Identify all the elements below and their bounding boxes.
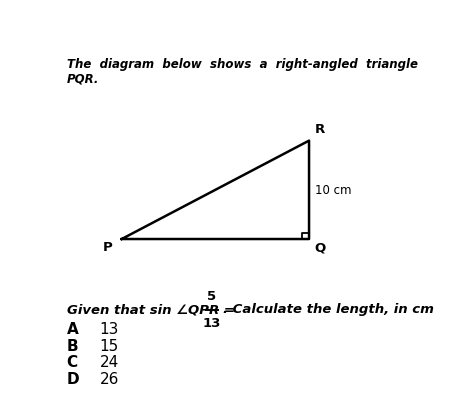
Text: 10 cm: 10 cm [315, 184, 351, 197]
Text: B: B [66, 339, 78, 354]
Text: P: P [103, 241, 112, 254]
Text: A: A [66, 322, 78, 337]
Text: 13: 13 [100, 322, 119, 337]
Text: 15: 15 [100, 339, 119, 354]
Text: Q: Q [315, 241, 326, 254]
Text: R: R [315, 123, 325, 136]
Text: 26: 26 [100, 372, 119, 387]
Text: C: C [66, 355, 78, 370]
Text: Given that sin ∠QPR =: Given that sin ∠QPR = [66, 303, 239, 316]
Text: . Calculate the length, in cm: . Calculate the length, in cm [223, 303, 434, 316]
Text: PQR.: PQR. [66, 73, 99, 86]
Text: 24: 24 [100, 355, 119, 370]
Text: 5: 5 [207, 290, 216, 303]
Text: 13: 13 [202, 317, 221, 330]
Text: The  diagram  below  shows  a  right-angled  triangle: The diagram below shows a right-angled t… [66, 58, 418, 71]
Text: D: D [66, 372, 79, 387]
